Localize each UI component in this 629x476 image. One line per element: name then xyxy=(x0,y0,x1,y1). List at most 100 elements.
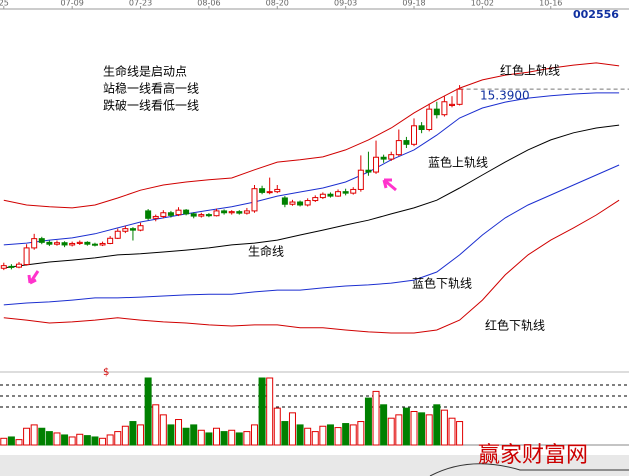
candle-body xyxy=(395,140,402,156)
volume-bar xyxy=(175,419,183,446)
candle-body xyxy=(221,210,228,214)
volume-bar xyxy=(91,436,99,446)
candle-body xyxy=(251,188,258,212)
candle-body xyxy=(137,225,144,231)
volume-bar xyxy=(281,421,289,446)
volume-bar xyxy=(182,427,190,446)
candle-body xyxy=(31,238,38,249)
price-label: 15.3900 xyxy=(480,89,530,103)
volume-bar xyxy=(364,397,372,446)
stock-code: 002556 xyxy=(573,8,619,21)
volume-bar xyxy=(250,424,258,446)
volume-bar xyxy=(99,437,107,446)
candle-body xyxy=(198,214,205,217)
band-line xyxy=(3,92,620,246)
volume-bar xyxy=(304,427,312,446)
candle-body xyxy=(426,108,433,131)
volume-bar xyxy=(410,411,418,446)
volume-bar xyxy=(433,404,441,446)
volume-bar xyxy=(167,424,175,446)
volume-bar xyxy=(159,414,167,446)
volume-bar xyxy=(380,404,388,446)
volume-bar xyxy=(349,424,357,446)
candle-body xyxy=(38,238,45,243)
candle-body xyxy=(8,265,15,268)
x-tick-label: 25 xyxy=(0,0,9,8)
candle-body xyxy=(160,212,167,217)
volume-bar xyxy=(0,437,8,446)
candle-body xyxy=(61,242,68,246)
candle-body xyxy=(403,140,410,145)
candle-body xyxy=(213,210,220,217)
volume-bar xyxy=(273,407,281,446)
volume-bar xyxy=(456,421,464,446)
candle-body xyxy=(107,237,114,244)
candle-body xyxy=(350,188,357,194)
candle-body xyxy=(274,188,281,193)
candle-body xyxy=(228,211,235,214)
candle-body xyxy=(373,156,380,173)
candle-body xyxy=(69,242,76,246)
candle-body xyxy=(448,103,455,106)
candle-body xyxy=(23,247,30,266)
volume-bar xyxy=(319,425,327,446)
candle-body xyxy=(145,210,152,219)
candle-body xyxy=(266,191,273,194)
volume-bar xyxy=(235,432,243,446)
note: 站稳一线看高一线 xyxy=(103,81,199,96)
volume-bar xyxy=(402,407,410,446)
candle-body xyxy=(84,241,91,245)
candle-body xyxy=(365,169,372,173)
volume-bar xyxy=(243,431,251,446)
candle-body xyxy=(190,213,197,217)
volume-bar xyxy=(266,377,274,446)
candle-body xyxy=(183,209,190,215)
volume-bar xyxy=(213,427,221,446)
bottom-strip xyxy=(0,455,629,476)
x-tick-label: 10-16 xyxy=(539,0,562,8)
volume-bar xyxy=(106,434,114,446)
volume-bar xyxy=(38,427,46,446)
band-line xyxy=(3,62,620,209)
line-label: 生命线 xyxy=(248,244,284,259)
volume-bar xyxy=(53,432,61,446)
candle-body xyxy=(46,241,53,245)
volume-bar xyxy=(23,427,31,446)
volume-bar xyxy=(83,435,91,446)
x-tick-label: 08-06 xyxy=(197,0,220,8)
volume-bar xyxy=(440,409,448,446)
volume-bar xyxy=(228,429,236,446)
watermark: 赢家财富网 xyxy=(478,443,588,468)
candle-body xyxy=(53,242,60,245)
candle-body xyxy=(357,169,364,190)
x-tick-label: 10-02 xyxy=(471,0,494,8)
candle-body xyxy=(456,88,463,105)
candle-body xyxy=(327,193,334,197)
volume-bar xyxy=(45,431,53,446)
note: 生命线是启动点 xyxy=(103,64,187,79)
band-line xyxy=(3,164,620,306)
candle-body xyxy=(281,197,288,205)
candle-body xyxy=(205,214,212,217)
candle-body xyxy=(243,210,250,214)
candle-body xyxy=(342,191,349,194)
volume-bar xyxy=(326,424,334,446)
line-label: 蓝色上轨线 xyxy=(428,156,488,170)
volume-bar xyxy=(144,377,152,446)
line-label: 蓝色下轨线 xyxy=(412,277,472,291)
marker: $ xyxy=(103,367,109,378)
bottom-curve xyxy=(429,463,629,476)
volume-bar xyxy=(15,439,23,446)
candle-body xyxy=(304,200,311,206)
candle-body xyxy=(122,228,129,232)
arrow xyxy=(382,178,397,192)
candle-body xyxy=(380,156,387,160)
candle-body xyxy=(167,212,174,216)
candle-body xyxy=(312,197,319,202)
volume-bar xyxy=(311,431,319,446)
candle-body xyxy=(297,201,304,206)
candle-body xyxy=(91,243,98,246)
volume-bar xyxy=(7,436,15,446)
